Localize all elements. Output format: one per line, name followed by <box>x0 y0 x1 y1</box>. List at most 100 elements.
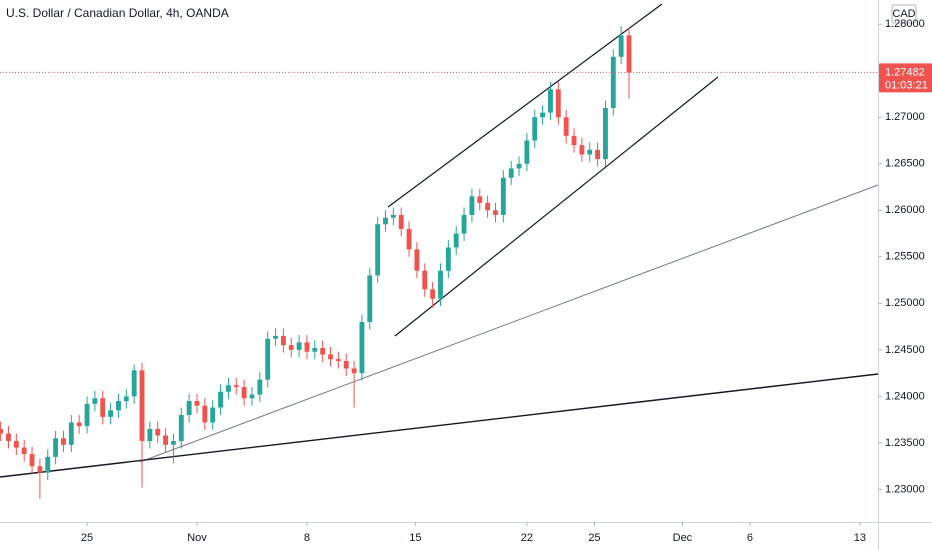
candle-body <box>500 177 506 215</box>
candle-body <box>610 56 616 108</box>
candle-body <box>29 454 35 467</box>
candle-body <box>233 385 239 388</box>
x-tick-label: 25 <box>588 532 600 544</box>
y-tick-label: 1.23000 <box>885 483 925 495</box>
candle-body <box>587 149 593 155</box>
y-tick-label: 1.26000 <box>885 204 925 216</box>
candle-body <box>626 35 632 73</box>
currency-label[interactable]: CAD <box>892 8 915 20</box>
candle-body <box>469 196 475 215</box>
candle-body <box>0 428 4 434</box>
candle-body <box>288 345 294 350</box>
candle-body <box>414 249 420 271</box>
candle-body <box>422 270 428 290</box>
candle-body <box>508 168 514 178</box>
candle-body <box>265 338 271 380</box>
candle-body <box>335 359 341 362</box>
x-tick-label: 8 <box>304 532 310 544</box>
candle-body <box>280 335 286 346</box>
candle-body <box>406 228 412 250</box>
x-tick-label: 25 <box>81 532 93 544</box>
countdown-label: 01:03:21 <box>885 79 928 91</box>
candle-body <box>618 35 624 57</box>
candle-body <box>359 321 365 374</box>
candle-body <box>53 438 59 457</box>
y-tick-label: 1.24500 <box>885 344 925 356</box>
y-tick-label: 1.24000 <box>885 390 925 402</box>
candle-body <box>524 140 530 164</box>
candle-body <box>430 289 436 299</box>
candle-body <box>202 405 208 423</box>
last-price-box <box>879 63 932 93</box>
candle-body <box>225 385 231 392</box>
y-tick-label: 1.23500 <box>885 437 925 449</box>
candle-body <box>241 387 247 399</box>
candle-body <box>210 407 216 423</box>
x-tick-label: 22 <box>521 532 533 544</box>
x-tick-label: Nov <box>187 532 207 544</box>
candle-body <box>579 145 585 155</box>
candle-body <box>84 403 90 427</box>
currency-box[interactable] <box>891 4 917 24</box>
candle-body <box>328 354 333 360</box>
candle-body <box>178 414 184 442</box>
candle-body <box>375 224 381 276</box>
x-tick-label: 13 <box>854 532 866 544</box>
drawings <box>0 3 879 478</box>
candle-body <box>595 149 601 160</box>
y-tick-label: 1.28000 <box>885 18 925 30</box>
candle-body <box>100 398 106 417</box>
channel-upper <box>387 3 663 208</box>
channel-lower <box>394 76 719 337</box>
candle-body <box>351 368 357 374</box>
y-tick-label: 1.25000 <box>885 297 925 309</box>
x-tick-label: Dec <box>673 532 693 544</box>
x-tick-label: 6 <box>747 532 753 544</box>
candle-body <box>477 196 483 203</box>
candle-body <box>108 410 114 417</box>
candle-body <box>13 441 19 448</box>
candle-body <box>532 117 538 141</box>
y-tick-label: 1.25500 <box>885 251 925 263</box>
candle-body <box>123 396 129 402</box>
candle-body <box>139 370 145 442</box>
candle-body <box>540 112 546 118</box>
candle-body <box>61 438 66 445</box>
candle-body <box>367 275 373 322</box>
candle-body <box>563 117 569 136</box>
candle-body <box>155 428 161 436</box>
trend-line-thin <box>139 184 879 463</box>
candle-body <box>249 394 255 399</box>
chart-title: U.S. Dollar / Canadian Dollar, 4h, OANDA <box>6 6 229 20</box>
candle-body <box>76 422 82 427</box>
candle-body <box>398 214 404 229</box>
y-tick-label: 1.26500 <box>885 158 925 170</box>
candle-body <box>194 401 200 406</box>
candles <box>0 26 632 499</box>
candle-body <box>218 391 223 408</box>
candle-body <box>516 163 522 169</box>
candle-body <box>438 270 443 299</box>
candle-body <box>320 348 326 355</box>
y-tick-label: 1.27000 <box>885 111 925 123</box>
candle-body <box>548 89 553 113</box>
candle-body <box>37 466 43 473</box>
candle-body <box>186 401 192 415</box>
candle-body <box>131 370 137 397</box>
candle-body <box>163 435 169 445</box>
trend-line-thick <box>0 373 879 478</box>
candle-body <box>445 247 451 271</box>
candle-body <box>116 401 121 411</box>
candle-body <box>461 214 467 234</box>
candle-body <box>603 107 608 160</box>
candle-body <box>21 447 27 455</box>
candle-body <box>383 217 388 225</box>
candle-body <box>571 135 577 146</box>
candle-body <box>555 89 561 118</box>
candle-body <box>273 335 278 339</box>
candle-body <box>6 433 11 442</box>
candle-body <box>493 210 498 215</box>
candle-body <box>312 348 318 352</box>
